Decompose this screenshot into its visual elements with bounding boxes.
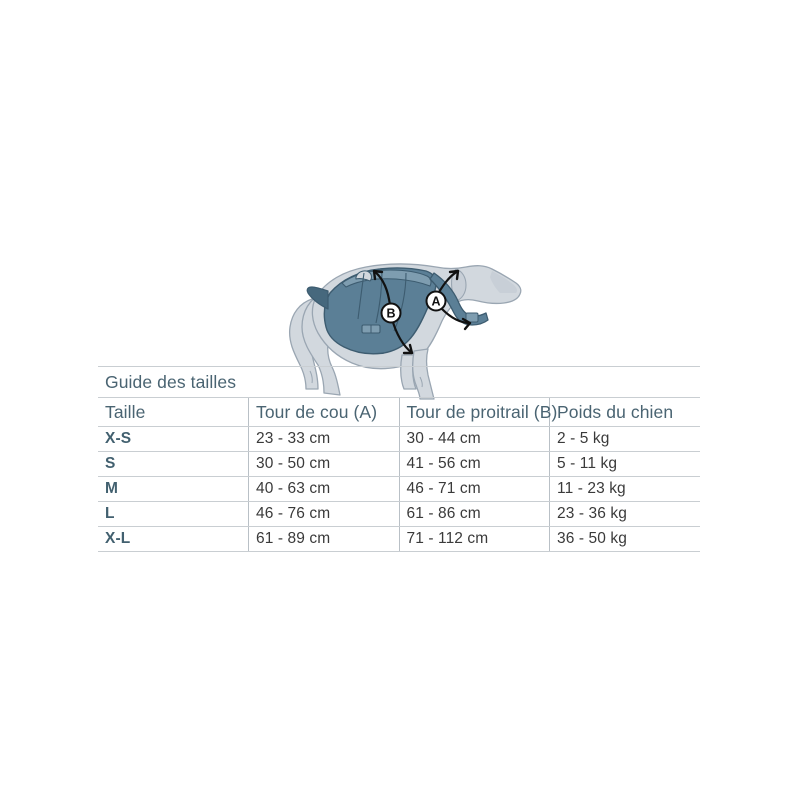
harness-neck-strap-buckle [465,312,479,323]
cell-size: L [98,501,249,527]
harness-vest-group [306,267,489,355]
cell-neck: 61 - 89 cm [248,526,399,552]
table-row: X-L 61 - 89 cm 71 - 112 cm 36 - 50 kg [98,526,700,552]
cell-neck: 23 - 33 cm [248,426,399,452]
cell-chest: 61 - 86 cm [398,501,550,527]
harness-vest-body [323,267,437,355]
arrow-a-head-lower [461,317,472,331]
header-cell-size: Taille [98,397,249,427]
table-row: M 40 - 63 cm 46 - 71 cm 11 - 23 kg [98,476,700,502]
dog-muzzle-shade [490,271,518,293]
cell-weight: 11 - 23 kg [549,476,700,502]
arrow-b-head-upper [372,269,384,281]
cell-neck: 46 - 76 cm [248,501,399,527]
marker-a-circle [425,290,447,312]
harness-neck-strap [429,272,489,326]
harness-seam-3 [393,272,407,332]
marker-a: A [425,290,447,312]
harness-seam-2 [375,270,383,324]
cell-neck: 40 - 63 cm [248,476,399,502]
cell-weight: 5 - 11 kg [549,451,700,477]
cell-size: S [98,451,249,477]
table-row: L 46 - 76 cm 61 - 86 cm 23 - 36 kg [98,501,700,527]
cell-size: M [98,476,249,502]
table-row: S 30 - 50 cm 41 - 56 cm 5 - 11 kg [98,451,700,477]
cell-chest: 30 - 44 cm [398,426,550,452]
arrow-b-head-lower [402,343,414,355]
marker-a-label: A [431,295,440,309]
marker-b-circle [380,302,402,324]
table-title-row: Guide des tailles [98,366,700,398]
arrow-b-path-upper [372,269,392,307]
harness-rear-flap [306,286,329,310]
cell-chest: 71 - 112 cm [398,526,550,552]
table-title-cell: Guide des tailles [98,366,700,398]
cell-size: X-L [98,526,249,552]
cell-size: X-S [98,426,249,452]
cell-weight: 23 - 36 kg [549,501,700,527]
header-cell-weight: Poids du chien [549,397,700,427]
cell-chest: 46 - 71 cm [398,476,550,502]
cell-chest: 41 - 56 cm [398,451,550,477]
marker-b: B [380,302,402,324]
size-guide-title: Guide des tailles [105,371,237,392]
cell-weight: 2 - 5 kg [549,426,700,452]
cell-neck: 30 - 50 cm [248,451,399,477]
header-cell-chest: Tour de proitrail (B) [398,397,557,427]
harness-seam-1 [357,272,365,320]
size-guide-table: Guide des tailles Taille Tour de cou (A)… [98,366,700,552]
table-row: X-S 23 - 33 cm 30 - 44 cm 2 - 5 kg [98,426,700,452]
size-guide-table-wrapper: Guide des tailles Taille Tour de cou (A)… [98,366,700,552]
arrow-a-head [448,269,460,281]
header-cell-neck: Tour de cou (A) [248,397,399,427]
marker-b-label: B [386,307,395,321]
cell-weight: 36 - 50 kg [549,526,700,552]
dog-ear [451,268,467,302]
table-header-row: Taille Tour de cou (A) Tour de proitrail… [98,397,700,427]
